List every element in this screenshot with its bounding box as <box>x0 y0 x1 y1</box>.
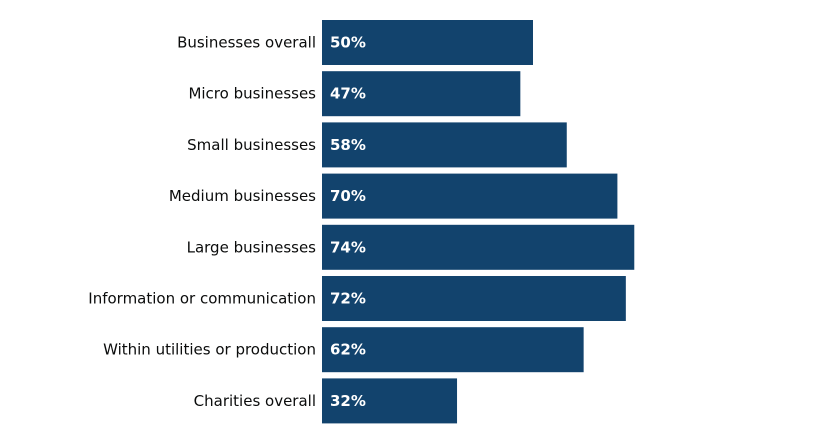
bar <box>322 122 567 168</box>
category-label: Large businesses <box>187 238 317 256</box>
value-label: 74% <box>330 238 366 256</box>
value-label: 47% <box>330 85 366 103</box>
category-label: Businesses overall <box>177 34 316 52</box>
bar <box>322 378 458 424</box>
category-label: Charities overall <box>194 392 316 410</box>
value-label: 32% <box>330 392 366 410</box>
bar <box>322 327 584 373</box>
category-label: Within utilities or production <box>103 341 316 359</box>
bar <box>322 20 533 65</box>
value-label: 58% <box>330 136 366 154</box>
bar <box>322 173 618 219</box>
value-label: 62% <box>330 341 366 359</box>
bar <box>322 276 626 321</box>
bar <box>322 71 521 117</box>
value-label: 72% <box>330 290 366 308</box>
category-label: Medium businesses <box>169 187 316 205</box>
category-label: Micro businesses <box>188 85 316 103</box>
value-label: 70% <box>330 187 366 205</box>
value-label: 50% <box>330 34 366 52</box>
category-label: Small businesses <box>187 136 316 154</box>
category-label: Information or communication <box>88 290 316 308</box>
bar <box>322 224 635 270</box>
